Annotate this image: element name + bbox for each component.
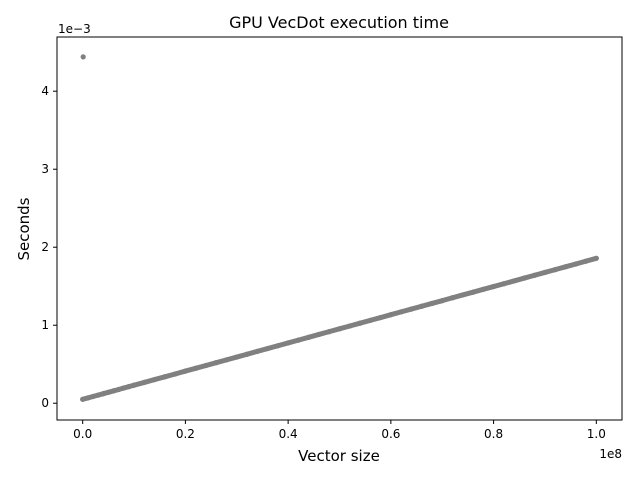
data-point [203, 362, 209, 369]
x-tick-label: 0.0 [73, 427, 92, 441]
data-point [110, 388, 117, 394]
y-tick-label: 3 [41, 162, 49, 176]
data-point [542, 269, 548, 276]
data-point [367, 317, 373, 323]
data-point [460, 292, 466, 298]
data-point [419, 303, 425, 309]
data-point [90, 393, 96, 400]
x-tick-label: 0.2 [176, 427, 195, 441]
y-tick-label: 1 [41, 318, 49, 332]
x-tick-label: 0.4 [279, 427, 298, 441]
data-point [116, 386, 122, 393]
data-point [223, 357, 230, 363]
data-point [80, 396, 86, 402]
plot-frame [56, 36, 623, 421]
data-point [100, 391, 106, 397]
data-point [234, 354, 240, 360]
data-point [480, 286, 486, 292]
data-point [141, 379, 147, 386]
data-point [244, 351, 250, 357]
y-offset-text: 1e−3 [58, 22, 91, 36]
y-tick-label: 2 [41, 240, 49, 254]
y-tick-label: 0 [41, 396, 49, 410]
data-point [326, 329, 332, 335]
data-point [408, 306, 415, 312]
data-point [275, 343, 281, 349]
data-point [306, 334, 312, 340]
x-tick-label: 1.0 [587, 427, 606, 441]
data-point [182, 368, 189, 374]
x-offset-text: 1e8 [599, 447, 622, 461]
data-point [593, 255, 599, 261]
data-point [501, 281, 507, 287]
data-point [449, 295, 456, 301]
data-point [264, 345, 271, 352]
data-point [347, 323, 353, 329]
x-tick-label: 0.8 [484, 427, 503, 441]
data-point [254, 348, 260, 354]
data-point [573, 261, 579, 267]
x-tick-label: 0.6 [381, 427, 400, 441]
data-point [552, 267, 558, 273]
y-tick-label: 4 [41, 84, 49, 98]
data-point [80, 54, 86, 60]
data-point [470, 289, 476, 295]
plot-area: 0.0 0.2 0.4 0.6 0.8 1.0 0 1 2 3 4 [41, 36, 623, 441]
data-point [95, 392, 101, 398]
data-point [398, 309, 404, 315]
data-point [105, 389, 111, 395]
data-point [172, 371, 178, 377]
data-point [562, 264, 569, 270]
data-point [126, 384, 132, 390]
data-point [490, 283, 497, 290]
data-point [583, 258, 589, 264]
data-point [439, 298, 445, 304]
data-point [295, 337, 302, 343]
data-point [521, 275, 528, 281]
data-point [511, 278, 517, 284]
data-point [377, 314, 384, 321]
data-point [388, 312, 394, 318]
data-point [336, 326, 343, 332]
data-point [85, 395, 91, 401]
x-axis-label: Vector size [298, 447, 380, 465]
chart-title: GPU VecDot execution time [229, 13, 449, 32]
data-point [429, 300, 435, 307]
data-point [316, 331, 322, 338]
data-point [162, 374, 168, 380]
data-point [285, 340, 291, 346]
data-point [213, 360, 219, 366]
data-point [131, 382, 137, 388]
data-point [121, 385, 127, 391]
data-point [193, 365, 199, 371]
data-point [357, 320, 363, 326]
y-axis-label: Seconds [15, 197, 33, 260]
data-point [532, 272, 538, 278]
data-point [151, 376, 158, 383]
